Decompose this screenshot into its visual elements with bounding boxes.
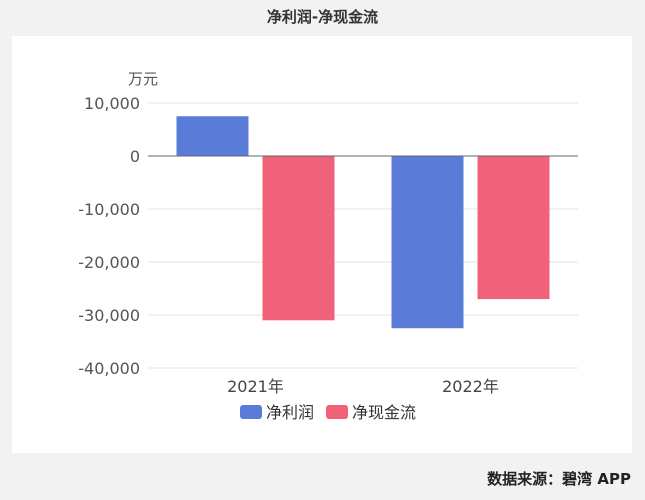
y-tick-label: -40,000 — [78, 359, 140, 378]
legend-swatch — [326, 405, 348, 419]
legend: 净利润 净现金流 — [240, 403, 416, 422]
y-tick-label: 0 — [130, 147, 140, 166]
legend-swatch — [240, 405, 262, 419]
y-tick-label: -30,000 — [78, 306, 140, 325]
x-tick-label: 2022年 — [442, 377, 499, 396]
y-tick-label: 10,000 — [84, 94, 140, 113]
chart-title: 净利润-净现金流 — [266, 8, 379, 26]
y-tick-label: -10,000 — [78, 200, 140, 219]
legend-label: 净现金流 — [352, 403, 416, 422]
y-axis-ticks: 10,000 0 -10,000 -20,000 -30,000 -40,000 — [78, 94, 140, 378]
x-tick-label: 2021年 — [227, 377, 284, 396]
y-tick-label: -20,000 — [78, 253, 140, 272]
data-source-note: 数据来源：碧湾 APP — [487, 470, 631, 488]
x-axis-ticks: 2021年 2022年 — [227, 377, 499, 396]
y-axis-unit-label: 万元 — [128, 70, 158, 88]
bar — [477, 156, 550, 300]
bars — [148, 116, 578, 369]
bar — [391, 156, 464, 329]
bar — [262, 156, 335, 321]
legend-label: 净利润 — [266, 403, 314, 422]
bar — [176, 116, 249, 156]
